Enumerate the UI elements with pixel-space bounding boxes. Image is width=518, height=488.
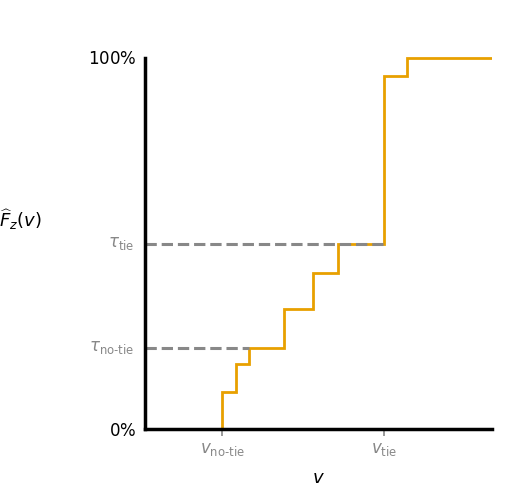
X-axis label: $v$: $v$ <box>312 469 325 488</box>
Text: $\tau_{\mathrm{no\text{-}tie}}$: $\tau_{\mathrm{no\text{-}tie}}$ <box>89 339 134 356</box>
Text: $\widehat{F}_z(v)$: $\widehat{F}_z(v)$ <box>0 207 42 232</box>
Text: $\tau_{\mathrm{tie}}$: $\tau_{\mathrm{tie}}$ <box>108 235 134 252</box>
